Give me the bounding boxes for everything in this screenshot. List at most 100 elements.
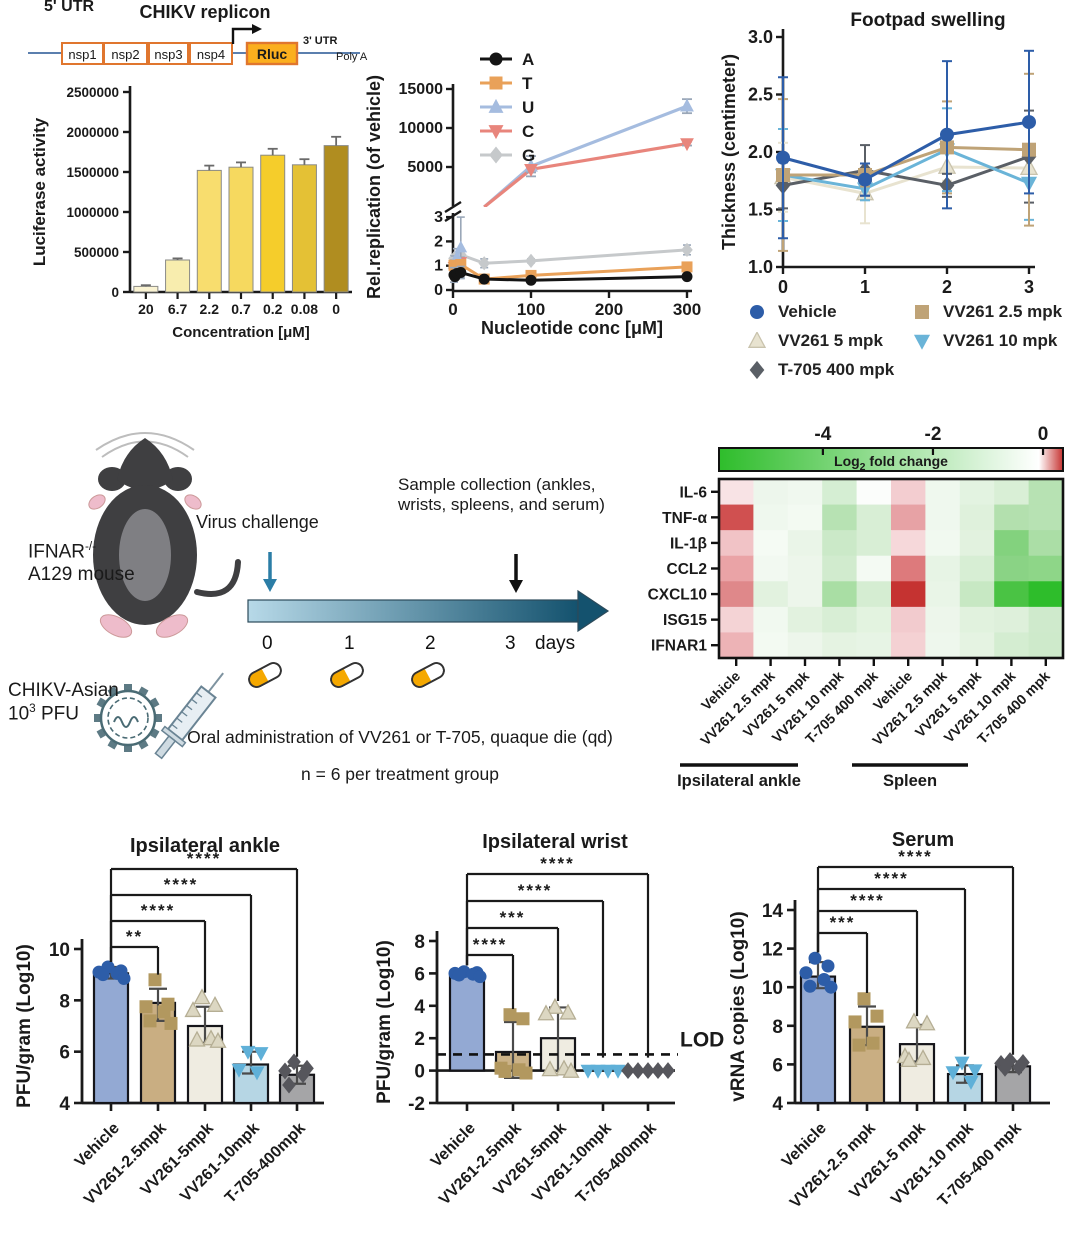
nsp-box — [148, 42, 189, 65]
y-tick-label: 8 — [59, 991, 70, 1012]
series-line — [783, 145, 1030, 177]
triangle-down-icon — [913, 334, 931, 350]
chart-title: Footpad swelling — [850, 10, 1005, 31]
heatmap-cell — [787, 555, 823, 582]
data-point — [824, 980, 838, 994]
y-tick-label: 4 — [59, 1094, 70, 1115]
y-tick-label: 0 — [434, 282, 443, 299]
data-point — [184, 1001, 202, 1018]
y-tick-label: 500000 — [74, 245, 119, 260]
diamond-icon — [749, 361, 765, 379]
nsp-box — [103, 42, 148, 65]
heatmap-cell — [959, 530, 995, 557]
sig-stars: *** — [830, 913, 856, 932]
collection-line1: Sample collection (ankles, — [398, 475, 596, 494]
heatmap-cell — [994, 504, 1030, 531]
bar — [291, 164, 317, 293]
heatmap-cell — [891, 530, 926, 557]
group-label: Ipsilateral ankle — [677, 772, 801, 790]
virus-spike — [124, 746, 132, 752]
legend-label: U — [522, 98, 534, 117]
legend-item: Vehicle — [748, 302, 913, 322]
day-label: 3 — [505, 633, 516, 654]
virus-spike — [96, 728, 106, 739]
data-point — [253, 1047, 269, 1062]
group-label: Spleen — [883, 772, 937, 790]
chart-title: Ipsilateral wrist — [482, 831, 628, 853]
data-point — [525, 274, 537, 286]
row-label: IFNAR1 — [651, 638, 707, 655]
data-point — [651, 1062, 665, 1080]
x-tick-label: 0 — [448, 300, 457, 319]
y-tick-label: 15000 — [399, 81, 444, 98]
heatmap-cell — [925, 581, 961, 608]
series-line — [782, 148, 1030, 191]
x-tick-label: VV261-10mpk — [177, 1120, 263, 1206]
data-point — [799, 966, 813, 980]
x-tick-label: T-705-400 mpk — [935, 1120, 1025, 1210]
y-tick-label: 4 — [772, 1094, 783, 1115]
day-label: 2 — [425, 633, 436, 654]
data-point — [945, 1066, 961, 1081]
heatmap-cell — [959, 606, 995, 633]
bar — [799, 975, 837, 1105]
colorbar-tick-label: 0 — [1038, 424, 1049, 445]
syringe-mark — [171, 723, 178, 730]
y-tick-label: 1.5 — [748, 200, 773, 220]
heatmap-cell — [959, 632, 995, 659]
heatmap-cell — [1028, 504, 1064, 531]
virus-spike — [138, 740, 149, 750]
x-tick-label: VV261-2.5 mpk — [787, 1120, 879, 1212]
label: 5' UTR — [44, 0, 94, 15]
oral-admin-note: Oral administration of VV261 or T-705, q… — [187, 727, 613, 747]
series-line — [483, 142, 688, 207]
data-point — [541, 1060, 559, 1077]
y-tick-label: 2500000 — [66, 85, 119, 100]
pill-outline — [330, 662, 364, 688]
data-point — [473, 970, 487, 984]
x-tick-label: 20 — [138, 301, 154, 317]
data-point — [803, 979, 817, 993]
row-label: ISG15 — [663, 612, 707, 629]
data-point — [489, 52, 503, 66]
pill-icon — [328, 662, 364, 690]
virus-spike — [138, 686, 149, 696]
x-axis-title: Nucleotide conc [μM] — [481, 318, 663, 338]
colorbar-tick-label: -4 — [814, 424, 831, 445]
heatmap-cell — [959, 479, 995, 506]
heatmap-cell — [925, 606, 961, 633]
data-point — [488, 125, 504, 140]
x-tick-label: 100 — [517, 300, 545, 319]
series-line — [483, 104, 688, 207]
heatmap-cell — [753, 555, 789, 582]
data-point — [525, 253, 537, 268]
days-unit-label: days — [535, 633, 576, 654]
poly-a-label: Poly A — [336, 51, 368, 63]
data-point — [914, 1049, 932, 1066]
virus-capsid — [107, 697, 149, 739]
data-point — [282, 1076, 296, 1094]
heatmap-cell — [719, 530, 754, 557]
data-point — [748, 332, 766, 348]
bar — [228, 166, 254, 293]
legend-item: VV261 2.5 mpk — [913, 302, 1080, 322]
x-tick-label: 0.08 — [291, 301, 318, 317]
legend-label: C — [522, 122, 534, 141]
timeline-bar — [247, 599, 579, 623]
legend-label: G — [522, 146, 535, 165]
heatmap-cell — [994, 555, 1030, 582]
data-point — [143, 1014, 157, 1028]
x-tick-label: 200 — [595, 300, 623, 319]
heatmap-cell — [856, 530, 892, 557]
legend-label: VV261 10 mpk — [943, 331, 1058, 350]
data-point — [681, 261, 693, 273]
x-tick-label: VV261-2.5mpk — [81, 1120, 170, 1209]
bar — [323, 145, 349, 293]
heatmap-cell — [787, 530, 823, 557]
virus-spike — [94, 714, 100, 722]
data-point — [967, 1064, 983, 1079]
data-point — [750, 305, 764, 319]
pill-icon — [409, 662, 445, 690]
heatmap-cell — [959, 504, 995, 531]
